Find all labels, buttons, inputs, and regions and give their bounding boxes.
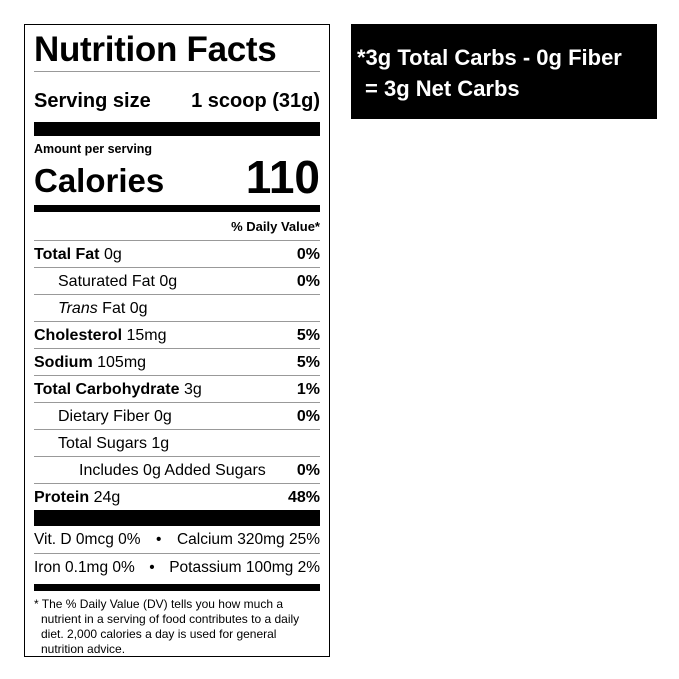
nutrient-name: Total Carbohydrate (34, 381, 180, 398)
daily-value-header: % Daily Value* (231, 219, 320, 234)
mineral-left: Vit. D 0mcg 0% (34, 531, 141, 548)
nutrient-amount: 0g (129, 300, 148, 317)
thick-divider (34, 510, 320, 526)
nutrient-pct: 48% (287, 489, 320, 506)
divider (34, 553, 320, 554)
divider (34, 71, 320, 72)
medium-divider (34, 205, 320, 212)
medium-divider (34, 584, 320, 591)
nutrient-name: Dietary Fiber (58, 408, 150, 425)
net-carbs-line2: = 3g Net Carbs (365, 76, 520, 101)
nutrient-row: Total Fat 0g 0% (34, 240, 320, 267)
nutrient-pct: 0% (296, 273, 320, 290)
footnote: * The % Daily Value (DV) tells you how m… (34, 597, 300, 656)
nutrient-pct: 5% (296, 354, 320, 371)
nutrient-amount: 1g (151, 435, 170, 452)
net-carbs-box: *3g Total Carbs - 0g Fiber = 3g Net Carb… (351, 24, 657, 119)
mineral-row: Iron 0.1mg 0% • Potassium 100mg 2% (34, 554, 320, 581)
nutrient-row: Total Sugars 1g (34, 429, 320, 456)
nutrient-row: Cholesterol 15mg 5% (34, 321, 320, 348)
calories-value: 110 (245, 151, 320, 203)
nutrient-pct: 1% (296, 381, 320, 398)
nutrient-pct: 0% (296, 462, 320, 479)
nutrient-amount: 3g (183, 381, 202, 398)
nutrient-row: Trans Fat 0g (34, 294, 320, 321)
net-carbs-line1: *3g Total Carbs - 0g Fiber (357, 45, 622, 70)
nutrient-pct: 0% (296, 408, 320, 425)
nutrient-row: Protein 24g 48% (34, 483, 320, 510)
serving-label: Serving size (34, 90, 151, 112)
calories-label: Calories (34, 162, 165, 199)
mineral-row: Vit. D 0mcg 0% • Calcium 320mg 25% (34, 526, 320, 553)
nutrient-name: Protein (34, 489, 90, 506)
bullet: • (156, 531, 162, 548)
nutrient-row: Sodium 105mg 5% (34, 348, 320, 375)
nutrient-row: Total Carbohydrate 3g 1% (34, 375, 320, 402)
nutrient-name: Total Sugars (58, 435, 147, 452)
mineral-right: Calcium 320mg 25% (176, 531, 320, 548)
nutrient-amount: 24g (93, 489, 121, 506)
nutrient-name-suffix: Fat (102, 300, 126, 317)
nutrient-name: Includes 0g Added Sugars (79, 462, 266, 479)
nutrient-amount: 0g (154, 408, 172, 425)
nutrient-name: Total Fat (34, 246, 100, 263)
nutrient-name: Trans (58, 300, 98, 317)
nutrient-row: Includes 0g Added Sugars 0% (34, 456, 320, 483)
nutrient-amount: 0g (159, 273, 178, 290)
serving-size: Serving size 1 scoop (31g) (34, 72, 320, 122)
nutrient-name: Cholesterol (34, 327, 123, 344)
thick-divider (34, 122, 320, 136)
label-title: Nutrition Facts (34, 30, 277, 69)
amount-per-serving: Amount per serving (34, 142, 153, 156)
calories-row: Calories 110 (34, 151, 320, 203)
nutrition-facts-label: Nutrition Facts Serving size 1 scoop (31… (24, 24, 330, 657)
nutrient-pct: 0% (296, 246, 320, 263)
nutrient-amount: 0g (103, 246, 122, 263)
nutrient-row: Saturated Fat 0g 0% (34, 267, 320, 294)
nutrient-name: Sodium (34, 354, 93, 371)
nutrient-row: Dietary Fiber 0g 0% (34, 402, 320, 429)
mineral-left: Iron 0.1mg 0% (34, 559, 135, 576)
bullet: • (149, 559, 155, 576)
nutrient-name: Saturated Fat (58, 273, 155, 290)
nutrient-amount: 105mg (97, 354, 147, 371)
nutrient-pct: 5% (296, 327, 320, 344)
serving-value: 1 scoop (31g) (191, 90, 320, 112)
nutrient-amount: 15mg (126, 327, 167, 344)
mineral-right: Potassium 100mg 2% (169, 559, 320, 576)
